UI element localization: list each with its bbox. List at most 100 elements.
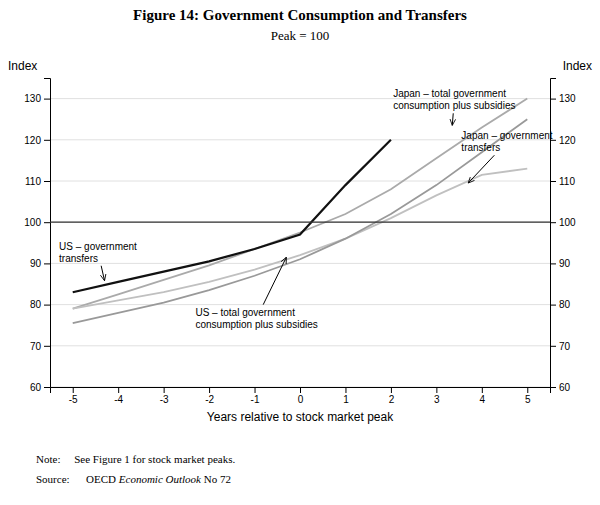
- source-part: Economic Outlook: [118, 473, 202, 485]
- tick: -5: [69, 387, 78, 405]
- tick: 5: [525, 387, 531, 405]
- annotation-line: transfers: [59, 253, 98, 264]
- tick-mark: [73, 387, 74, 393]
- annotation-line: US – government: [59, 241, 137, 252]
- tick-label: 70: [30, 341, 42, 352]
- tick-label: 80: [30, 299, 42, 310]
- tick-label: 3: [434, 394, 440, 405]
- axis-line: [551, 79, 557, 388]
- note: Note: See Figure 1 for stock market peak…: [36, 453, 235, 465]
- tick-label: 60: [30, 382, 42, 393]
- tick-mark: [44, 140, 50, 141]
- tick-label: 100: [24, 217, 41, 228]
- tick: 100: [24, 217, 50, 228]
- tick: 90: [30, 258, 50, 269]
- tick-label: -3: [160, 394, 169, 405]
- tick: 70: [30, 341, 50, 352]
- tick: -3: [160, 387, 169, 405]
- tick-label: 130: [24, 93, 41, 104]
- tick-label: 4: [480, 394, 486, 405]
- tick-mark: [118, 387, 119, 393]
- tick-label: 110: [559, 176, 575, 187]
- axis-line: [44, 79, 51, 388]
- reference-line: [50, 222, 550, 223]
- tick-label: -2: [205, 394, 214, 405]
- tick-mark: [482, 387, 483, 393]
- tick-label: 1: [343, 394, 349, 405]
- annotation: Japan – governmenttransfers: [461, 130, 552, 153]
- source-part: No 72: [201, 473, 231, 485]
- tick: -1: [251, 387, 260, 405]
- tick: -4: [114, 387, 123, 405]
- tick-mark: [44, 181, 50, 182]
- tick-mark: [550, 181, 556, 182]
- tick-mark: [550, 99, 556, 100]
- tick-label: 80: [559, 299, 571, 310]
- annotation-line: transfers: [461, 142, 500, 153]
- tick-mark: [550, 263, 556, 264]
- x-axis-title: Years relative to stock market peak: [207, 410, 394, 424]
- tick-label: 110: [25, 176, 41, 187]
- grid-line: [50, 345, 550, 346]
- tick: 120: [24, 135, 50, 146]
- y2-axis-title: Index: [563, 59, 592, 73]
- tick: 130: [550, 93, 576, 104]
- tick-label: 60: [559, 382, 571, 393]
- tick-mark: [550, 346, 556, 347]
- tick: 80: [30, 299, 50, 310]
- grid: [50, 99, 550, 387]
- tick-mark: [527, 387, 528, 393]
- tick-label: 120: [559, 135, 576, 146]
- tick-label: 0: [298, 394, 304, 405]
- tick: 130: [24, 93, 50, 104]
- plot: -5-4-3-2-1012345607080901001101201306070…: [24, 79, 576, 406]
- tick-mark: [44, 222, 50, 223]
- series-line: [73, 140, 391, 292]
- tick: 3: [434, 387, 440, 405]
- grid-line: [50, 222, 550, 223]
- annotation: US – governmenttransfers: [59, 241, 137, 264]
- tick-label: 130: [559, 93, 576, 104]
- tick-mark: [255, 387, 256, 393]
- title: Figure 14: Government Consumption and Tr…: [133, 7, 467, 23]
- annotation-line: consumption plus subsidies: [393, 100, 515, 111]
- tick: 4: [480, 387, 486, 405]
- tick-label: 90: [30, 258, 42, 269]
- x-axis: -5-4-3-2-1012345: [51, 387, 551, 405]
- tick: 110: [25, 176, 50, 187]
- tick: 1: [343, 387, 349, 405]
- tick: -2: [205, 387, 214, 405]
- tick-mark: [164, 387, 165, 393]
- grid-line: [50, 263, 550, 264]
- tick-mark: [550, 387, 556, 388]
- tick: 70: [550, 341, 571, 352]
- series-line: [73, 169, 528, 309]
- tick-label: 120: [24, 135, 41, 146]
- tick-label: -1: [251, 394, 260, 405]
- series-line: [73, 119, 528, 323]
- y-axis: 60 70 80 90 100 110 120 130: [24, 79, 50, 393]
- annotation: Japan – total governmentconsumption plus…: [393, 88, 515, 111]
- annotation-arrow: [263, 257, 286, 304]
- annotation-line: Japan – total government: [393, 88, 506, 99]
- tick-mark: [44, 346, 50, 347]
- grid-line: [50, 304, 550, 305]
- tick-mark: [391, 387, 392, 393]
- tick-label: 5: [525, 394, 531, 405]
- annotation: US – total governmentconsumption plus su…: [195, 307, 317, 330]
- tick-mark: [436, 387, 437, 393]
- tick-label: -4: [114, 394, 123, 405]
- annotations: US – governmenttransfersUS – total gover…: [59, 88, 553, 329]
- y2-axis: 60708090100110120130: [550, 79, 576, 393]
- tick-mark: [44, 99, 50, 100]
- tick: 60: [550, 382, 571, 393]
- tick-mark: [345, 387, 346, 393]
- grid-line: [50, 181, 550, 182]
- annotation-arrow: [452, 113, 454, 125]
- source: Source: OECD Economic Outlook No 72: [36, 473, 231, 485]
- tick-mark: [44, 387, 50, 388]
- annotation-line: US – total government: [195, 307, 295, 318]
- tick: 90: [550, 258, 571, 269]
- tick-label: 90: [559, 258, 571, 269]
- axis-line: [51, 388, 551, 394]
